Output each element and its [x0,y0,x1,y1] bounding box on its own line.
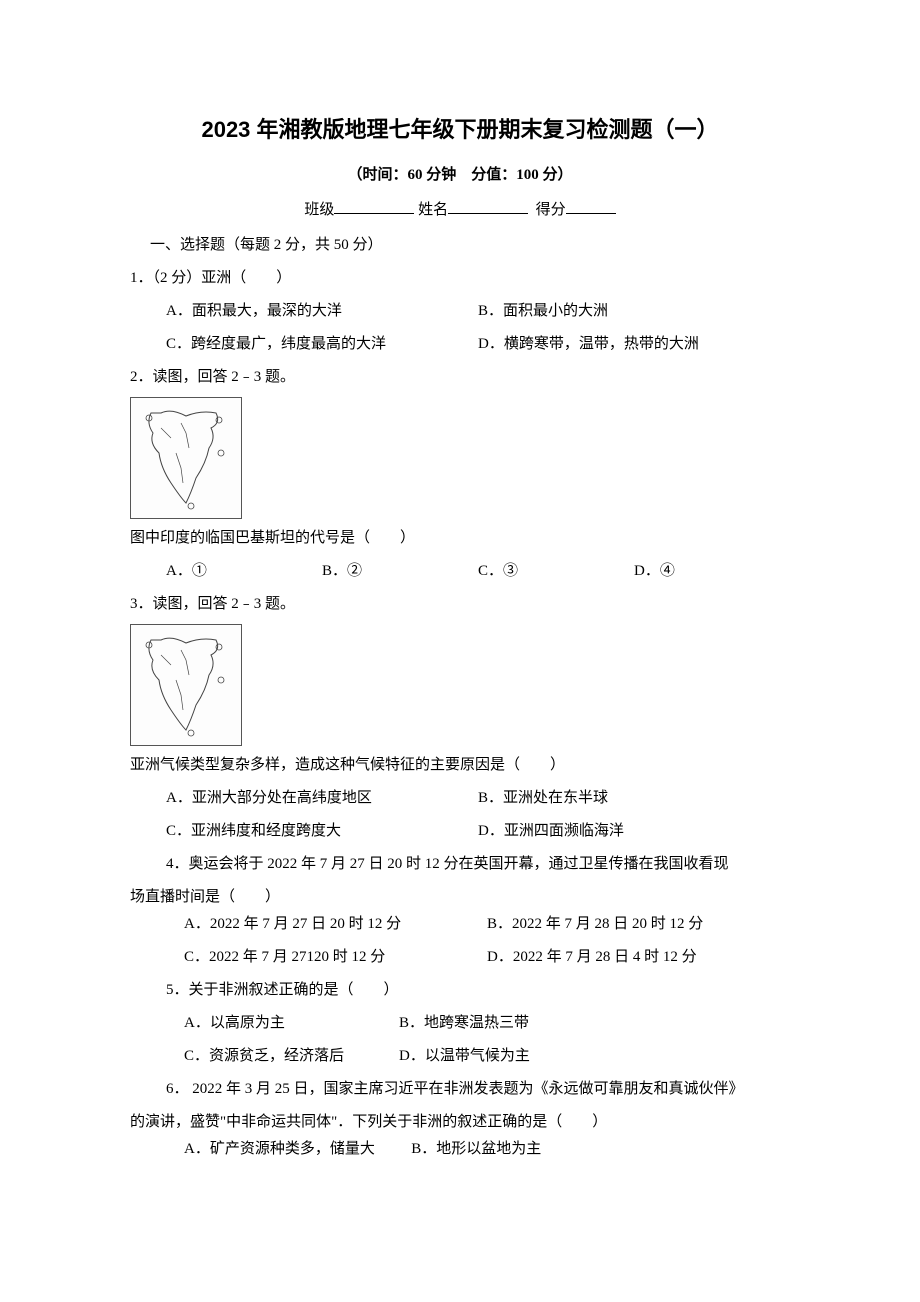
score-blank[interactable] [566,198,616,214]
q2-option-b[interactable]: B．② [322,558,478,585]
q2-option-d[interactable]: D．④ [634,558,790,585]
q6-stem-line1: 6． 2022 年 3 月 25 日，国家主席习近平在非洲发表题为《永远做可靠朋… [166,1076,790,1103]
page-title: 2023 年湘教版地理七年级下册期末复习检测题（一） [130,110,790,150]
q2-option-c[interactable]: C．③ [478,558,634,585]
q2-option-a[interactable]: A．① [166,558,322,585]
q1-option-b[interactable]: B．面积最小的大洲 [478,298,790,325]
question-3: 3．读图，回答 2﹣3 题。 亚洲气候类型复杂多样，造成这种气候特征的主要原因是… [130,591,790,845]
q4-option-c[interactable]: C．2022 年 7 月 27120 时 12 分 [184,944,487,971]
q3-option-d[interactable]: D．亚洲四面濒临海洋 [478,818,790,845]
question-4: 4．奥运会将于 2022 年 7 月 27 日 20 时 12 分在英国开幕，通… [130,851,790,971]
q5-option-a[interactable]: A．以高原为主 [184,1010,399,1037]
q1-option-d[interactable]: D．横跨寒带，温带，热带的大洲 [478,331,790,358]
q5-option-b[interactable]: B．地跨寒温热三带 [399,1010,790,1037]
class-blank[interactable] [334,198,414,214]
page-subtitle: （时间：60 分钟 分值：100 分） [130,162,790,189]
q4-option-b[interactable]: B．2022 年 7 月 28 日 20 时 12 分 [487,911,790,938]
question-6: 6． 2022 年 3 月 25 日，国家主席习近平在非洲发表题为《永远做可靠朋… [130,1076,790,1163]
q3-subquestion: 亚洲气候类型复杂多样，造成这种气候特征的主要原因是（ ） [130,752,790,779]
q2-stem: 2．读图，回答 2﹣3 题。 [130,364,790,391]
q4-option-a[interactable]: A．2022 年 7 月 27 日 20 时 12 分 [184,911,487,938]
india-map-image-1 [130,397,242,519]
q1-option-c[interactable]: C．跨经度最广，纬度最高的大洋 [166,331,478,358]
question-2: 2．读图，回答 2﹣3 题。 图中印度的临国巴基斯坦的代号是（ ） A．① B．… [130,364,790,585]
section-1-header: 一、选择题（每题 2 分，共 50 分） [150,232,790,259]
q5-stem: 5．关于非洲叙述正确的是（ ） [166,977,790,1004]
q4-stem-line1: 4．奥运会将于 2022 年 7 月 27 日 20 时 12 分在英国开幕，通… [166,851,790,878]
question-1: 1．（2 分）亚洲（ ） A．面积最大，最深的大洋 B．面积最小的大洲 C．跨经… [130,265,790,358]
q1-option-a[interactable]: A．面积最大，最深的大洋 [166,298,478,325]
q5-option-d[interactable]: D．以温带气候为主 [399,1043,790,1070]
q4-option-d[interactable]: D．2022 年 7 月 28 日 4 时 12 分 [487,944,790,971]
q3-stem: 3．读图，回答 2﹣3 题。 [130,591,790,618]
q5-option-c[interactable]: C．资源贫乏，经济落后 [184,1043,399,1070]
student-info-line: 班级 姓名 得分 [130,197,790,224]
question-5: 5．关于非洲叙述正确的是（ ） A．以高原为主 B．地跨寒温热三带 C．资源贫乏… [130,977,790,1070]
q6-option-b[interactable]: B．地形以盆地为主 [411,1136,790,1163]
name-blank[interactable] [448,198,528,214]
q3-option-a[interactable]: A．亚洲大部分处在高纬度地区 [166,785,478,812]
class-label: 班级 [304,202,334,218]
india-map-image-2 [130,624,242,746]
q6-stem-line2: 的演讲，盛赞"中非命运共同体"．下列关于非洲的叙述正确的是（ ） [130,1109,790,1136]
q4-stem-line2: 场直播时间是（ ） [130,884,790,911]
score-label: 得分 [536,202,566,218]
q6-option-a[interactable]: A．矿产资源种类多，储量大 [184,1136,411,1163]
q1-stem: 1．（2 分）亚洲（ ） [130,265,790,292]
name-label: 姓名 [418,202,448,218]
q3-option-b[interactable]: B．亚洲处在东半球 [478,785,790,812]
q3-option-c[interactable]: C．亚洲纬度和经度跨度大 [166,818,478,845]
q2-subquestion: 图中印度的临国巴基斯坦的代号是（ ） [130,525,790,552]
